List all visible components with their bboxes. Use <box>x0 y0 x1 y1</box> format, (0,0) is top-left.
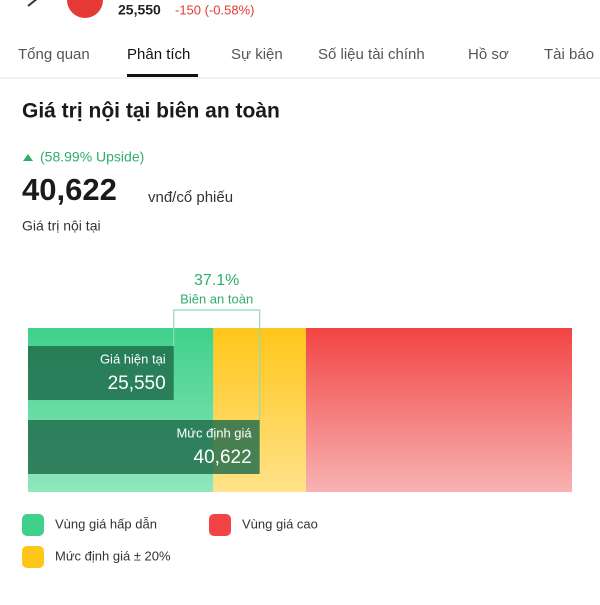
header-price: 25,550 <box>118 2 161 18</box>
tab[interactable]: Tổng quan <box>18 46 90 63</box>
tab[interactable]: Hồ sơ <box>468 46 509 63</box>
card-title: Giá trị nội tại biên an toàn <box>22 100 280 123</box>
legend-label: Vùng giá hấp dẫn <box>55 516 157 531</box>
upside: (58.99% Upside) <box>40 149 144 165</box>
legend-swatch <box>209 514 231 536</box>
tab[interactable]: Phân tích <box>127 46 190 63</box>
zone-high <box>306 328 572 492</box>
tab[interactable]: Sự kiện <box>231 46 283 63</box>
tab[interactable]: Số liệu tài chính <box>318 46 425 63</box>
unit: vnđ/cổ phiếu <box>148 189 233 206</box>
bar-label: Giá hiện tại <box>100 351 166 366</box>
intrinsic-label: Giá trị nội tại <box>22 218 101 234</box>
margin-value: 37.1% <box>194 272 239 289</box>
legend-swatch <box>22 514 44 536</box>
logo <box>67 0 103 18</box>
header-change: -150 (-0.58%) <box>175 2 254 17</box>
tab[interactable]: Tài báo <box>544 46 594 63</box>
bar-label: Mức định giá <box>176 425 252 440</box>
margin-bracket <box>173 309 261 420</box>
back-icon[interactable] <box>27 0 38 7</box>
margin-label: Biên an toàn <box>180 291 253 306</box>
bar-value: 25,550 <box>108 373 166 394</box>
up-icon <box>23 154 33 161</box>
intrinsic-value: 40,622 <box>22 172 117 207</box>
legend-label: Vùng giá cao <box>242 516 318 531</box>
price-bar <box>28 420 260 474</box>
legend-swatch <box>22 546 44 568</box>
tab-indicator <box>127 74 198 77</box>
price-bar <box>28 346 174 400</box>
legend-label: Mức định giá ± 20% <box>55 548 171 563</box>
bar-value: 40,622 <box>194 447 252 468</box>
